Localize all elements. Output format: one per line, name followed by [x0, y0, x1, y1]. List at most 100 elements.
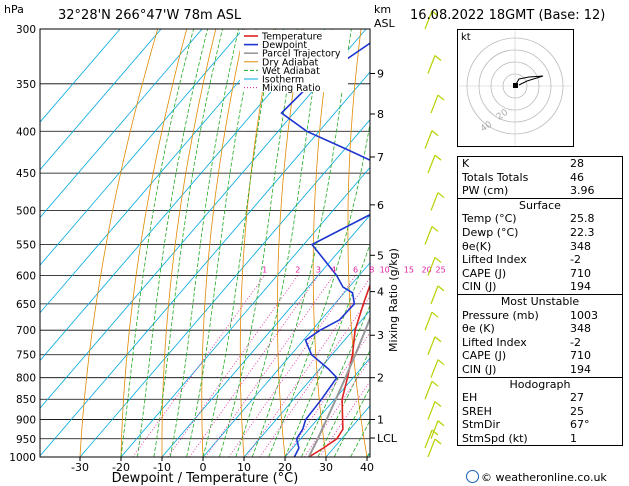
- wind-barb-600: [427, 257, 436, 276]
- hodograph-section: Hodograph EH 27 SREH 25 StmDir 67° StmSpd (…: [458, 376, 622, 446]
- most-unstable-section: Most Unstable Pressure (mb) 1003 θe (K) 34…: [458, 293, 622, 377]
- wet-adiabat: [301, 304, 370, 457]
- legend-item-0: Temperature: [261, 32, 322, 43]
- legend-item-5: Isotherm: [262, 75, 304, 86]
- surface-title: Surface: [519, 198, 561, 212]
- pressure-label-900: 900: [16, 415, 36, 427]
- km-label-LCL: LCL: [377, 432, 398, 445]
- wind-barb-750: [427, 336, 436, 355]
- pressure-label-750: 750: [16, 350, 36, 362]
- x-tick-label-30: 30: [319, 461, 333, 474]
- wet-adiabat: [169, 29, 239, 457]
- dry-adiabat: [382, 29, 409, 457]
- wind-barb-flag-300: [431, 10, 439, 17]
- pressure-label-700: 700: [16, 325, 36, 337]
- dry-adiabat: [239, 29, 275, 457]
- wind-barb-975: [424, 429, 433, 449]
- legend-item-2: Parcel Trajectory: [262, 49, 341, 60]
- wind-barb-850: [424, 381, 433, 400]
- wet-adiabat: [186, 29, 257, 457]
- isotherm--50: [40, 29, 367, 409]
- mixing-ratio-label-1: 1: [262, 265, 267, 274]
- km-unit-label: km: [374, 3, 391, 16]
- dry-adiabat: [414, 29, 449, 457]
- wind-barb-650: [430, 285, 439, 305]
- x-tick-label-40: 40: [360, 461, 374, 474]
- wind-barb-800: [430, 359, 439, 378]
- legend-item-4: Wet Adiabat: [262, 66, 320, 77]
- legend-item-3: Dry Adiabat: [262, 57, 319, 68]
- km-label-9: 9: [377, 67, 384, 80]
- mixing-ratio-label-3: 3: [316, 265, 321, 274]
- pressure-label-500: 500: [16, 206, 36, 218]
- indices-table: K 28 Totals Totals 46 PW (cm) 3.96 Surface …: [457, 156, 623, 447]
- totals-totals-row: Totals Totals 46: [462, 170, 584, 184]
- footer-text: © weatheronline.co.uk: [481, 471, 607, 484]
- location-header: 32°28'N 266°47'W 78m ASL: [58, 8, 242, 23]
- km-label-6: 6: [377, 199, 384, 212]
- wind-barb-700: [424, 311, 433, 331]
- pressure-label-550: 550: [16, 239, 36, 251]
- dry-adiabat: [201, 29, 246, 457]
- footer-credit: © weatheronline.co.uk: [466, 470, 607, 484]
- mixing-ratio-line-8: [245, 277, 370, 457]
- wind-barb-900: [427, 401, 436, 420]
- wind-barb-flag-600: [434, 256, 442, 263]
- hodograph-unit: kt: [461, 32, 471, 43]
- profile-parcel-trajectory: [307, 315, 370, 457]
- mixing-ratio-label-2: 2: [295, 265, 300, 274]
- wind-barb-flag-550: [431, 226, 439, 232]
- wind-barb-380: [430, 94, 439, 114]
- isotherm--110: [40, 29, 121, 123]
- mixing-ratio-line-3: [189, 275, 319, 457]
- x-tick-label--20: -20: [112, 461, 130, 474]
- storm-motion-marker: [513, 83, 518, 88]
- wind-barb-420: [424, 130, 433, 149]
- wind-barb-450: [427, 154, 436, 174]
- pressure-label-1000: 1000: [9, 452, 36, 464]
- pressure-label-300: 300: [16, 24, 36, 36]
- wet-adiabat: [137, 29, 208, 457]
- wind-barb-flag-650: [437, 285, 445, 292]
- km-label-8: 8: [377, 108, 384, 121]
- mixing-ratio-label-25: 25: [436, 265, 446, 274]
- hodograph-plot: kt 20 40: [457, 29, 574, 147]
- wind-barb-flag-950: [437, 420, 445, 427]
- wet-adiabat: [202, 29, 276, 457]
- x-axis-label: Dewpoint / Temperature (°C): [112, 471, 299, 486]
- k-index-row: K 28: [462, 157, 584, 170]
- isotherm-0: [202, 262, 370, 457]
- dry-adiabat: [120, 29, 188, 457]
- wind-barb-flag-500: [437, 192, 445, 199]
- wet-adiabat: [284, 242, 370, 457]
- wind-barb-500: [430, 192, 439, 211]
- dry-adiabat: [347, 29, 368, 457]
- wet-adiabat: [317, 349, 370, 457]
- mixing-ratio-line-25: [318, 380, 370, 457]
- wind-barb-550: [424, 226, 433, 245]
- isotherm-20: [284, 357, 370, 457]
- mixing-ratio-label-4: 4: [331, 265, 336, 274]
- dry-adiabat: [161, 29, 217, 457]
- legend-item-1: Dewpoint: [262, 40, 307, 51]
- km-label-3: 3: [377, 329, 384, 342]
- mixing-ratio-label-10: 10: [380, 265, 390, 274]
- km-label-5: 5: [377, 249, 384, 262]
- wind-barb-300: [424, 10, 433, 30]
- dry-adiabat: [623, 29, 629, 457]
- legend-item-6: Mixing Ratio: [262, 83, 321, 94]
- profile-temperature: [308, 282, 370, 457]
- wind-barb-flag-380: [437, 94, 445, 101]
- wind-barb-flag-900: [434, 401, 442, 408]
- mixing-ratio-axis-label: Mixing Ratio (g/kg): [387, 248, 400, 352]
- wind-barb-950: [430, 420, 439, 439]
- x-tick-label--30: -30: [71, 461, 89, 474]
- mixing-ratio-line-15: [285, 331, 370, 457]
- pressure-label-350: 350: [16, 79, 36, 91]
- most-unstable-title: Most Unstable: [500, 294, 580, 308]
- mixing-ratio-line-4: [205, 275, 334, 457]
- weatheronline-logo-icon: [466, 470, 479, 483]
- dry-adiabat: [79, 29, 159, 457]
- wet-adiabat: [333, 386, 370, 457]
